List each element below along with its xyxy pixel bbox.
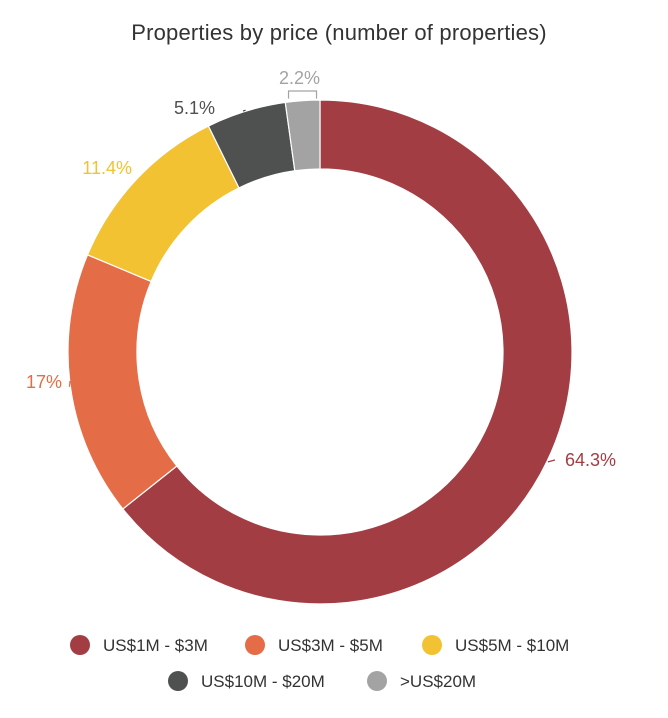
legend-marker (245, 635, 265, 655)
legend-marker (367, 671, 387, 691)
slice-label: 64.3% (565, 450, 616, 470)
legend-label: US$3M - $5M (278, 636, 383, 655)
legend-marker (422, 635, 442, 655)
legend-marker (168, 671, 188, 691)
slice-label: 5.1% (174, 98, 215, 118)
slice-label: 2.2% (279, 68, 320, 88)
slice-labels: 64.3% 17% 11.4% 5.1% 2.2% (26, 68, 616, 470)
donut-slice[interactable] (67, 254, 178, 510)
legend-item[interactable]: US$10M - $20M (168, 671, 325, 691)
donut-slice[interactable] (86, 125, 240, 283)
legend-label: US$5M - $10M (455, 636, 569, 655)
chart-title: Properties by price (number of propertie… (131, 20, 547, 45)
legend-label: US$1M - $3M (103, 636, 208, 655)
legend-item[interactable]: US$3M - $5M (245, 635, 383, 655)
slice-label: 17% (26, 372, 62, 392)
slice-label-connector (287, 90, 318, 99)
slice-label-connector (547, 459, 556, 463)
slice-label-connector (68, 380, 71, 387)
slice-label-connector (242, 109, 246, 112)
legend-marker (70, 635, 90, 655)
chart-legend: US$1M - $3M US$3M - $5M US$5M - $10M US$10M… (70, 635, 569, 691)
slice-label: 11.4% (82, 158, 132, 178)
legend-item[interactable]: >US$20M (367, 671, 476, 691)
legend-item[interactable]: US$1M - $3M (70, 635, 208, 655)
legend-label: US$10M - $20M (201, 672, 325, 691)
donut-slice[interactable] (284, 99, 321, 172)
donut-slices (67, 99, 573, 605)
donut-slice[interactable] (121, 99, 573, 605)
legend-item[interactable]: US$5M - $10M (422, 635, 569, 655)
legend-label: >US$20M (400, 672, 476, 691)
